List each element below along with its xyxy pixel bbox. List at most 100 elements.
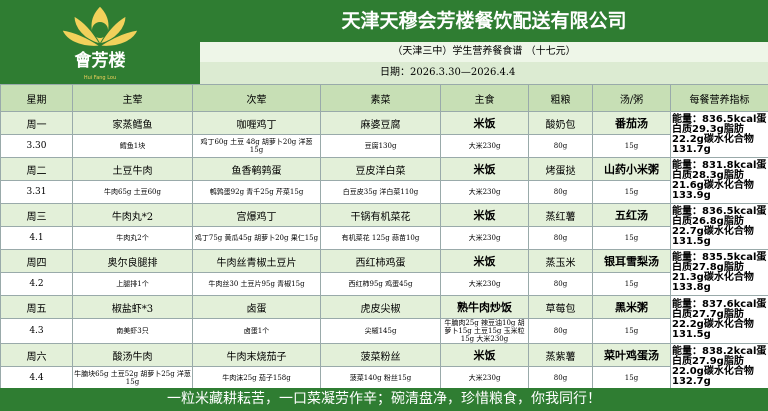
dish: 五红汤: [592, 203, 671, 227]
detail: 80g: [528, 134, 593, 158]
dish-row: 周六 酸汤牛肉 牛肉末烧茄子 菠菜粉丝 米饭 蒸紫薯 菜叶鸡蛋汤 能量：838.2kcal蛋白…: [0, 343, 768, 390]
detail: 80g: [528, 226, 593, 250]
date: 日期：2026.3.30—2026.4.4: [200, 62, 768, 84]
dish: 米饭: [440, 249, 529, 273]
dish: 牛肉丸*2: [72, 203, 193, 227]
detail-row: 3.30 鳕鱼1块 鸡丁60g 土豆 48g 胡萝卜20g 洋葱15g 豆腐130g 大…: [0, 134, 768, 158]
detail: 卤蛋1个: [192, 318, 321, 344]
dish: 卤蛋: [192, 295, 321, 319]
detail: 15g: [592, 318, 671, 344]
detail: 牛腩肉25g 辣豆油10g 胡萝卜15g 土豆15g 玉米粒15g 大米230g: [440, 318, 529, 344]
day: 周三: [0, 203, 73, 227]
dish: 草莓包: [528, 295, 593, 319]
dish-row: 周五 椒盐虾*3 卤蛋 虎皮尖椒 熟牛肉炒饭 草莓包 黑米粥 能量：837.6kcal蛋白质2…: [0, 295, 768, 344]
dish: 米饭: [440, 157, 529, 181]
subtitle: （天津三中）学生营养餐食谱 （十七元）: [200, 42, 768, 62]
dish: 咖喱鸡丁: [192, 111, 321, 135]
dish: 宫爆鸡丁: [192, 203, 321, 227]
detail-row: 4.4 牛腩块65g 土豆52g 胡萝卜25g 洋葱15g 牛肉沫25g 茄子158…: [0, 366, 768, 390]
detail-row: 4.1 牛肉丸2个 鸡丁75g 黄瓜45g 胡萝卜20g 果仁15g 有机菜花 125…: [0, 226, 768, 250]
dish: 山药小米粥: [592, 157, 671, 181]
dish-row: 周三 牛肉丸*2 宫爆鸡丁 干锅有机菜花 米饭 蒸红薯 五红汤 能量：836.5kcal蛋白质…: [0, 203, 768, 250]
dish: 麻婆豆腐: [320, 111, 441, 135]
dish-row: 周二 土豆牛肉 鱼香鹌鹑蛋 豆皮洋白菜 米饭 烤蛋挞 山药小米粥 能量：831.8kcal蛋白…: [0, 157, 768, 204]
dish: 虎皮尖椒: [320, 295, 441, 319]
dish: 牛肉丝青椒土豆片: [192, 249, 321, 273]
header-row: 星期 主荤 次荤 素菜 主食 粗粮 汤/粥 每餐营养指标: [0, 84, 768, 112]
detail: 鹌鹑蛋92g 青千25g 芹菜15g: [192, 180, 321, 204]
dish: 奥尔良腿排: [72, 249, 193, 273]
column-header: 次荤: [192, 84, 321, 112]
dish: 菜叶鸡蛋汤: [592, 343, 671, 367]
detail: 15g: [592, 134, 671, 158]
day: 周五: [0, 295, 73, 319]
dish: 蒸红薯: [528, 203, 593, 227]
detail: 牛肉沫25g 茄子158g: [192, 366, 321, 390]
detail: 大米230g: [440, 272, 529, 296]
dish: 鱼香鹌鹑蛋: [192, 157, 321, 181]
detail: 尖椒145g: [320, 318, 441, 344]
dish: 米饭: [440, 111, 529, 135]
date: 4.1: [0, 226, 73, 250]
detail: 鸡丁60g 土豆 48g 胡萝卜20g 洋葱15g: [192, 134, 321, 158]
column-header: 汤/粥: [592, 84, 671, 112]
date: 4.3: [0, 318, 73, 344]
detail: 80g: [528, 180, 593, 204]
title: 天津天穆会芳楼餐饮配送有限公司: [200, 0, 768, 42]
date: 3.31: [0, 180, 73, 204]
detail: 鳕鱼1块: [72, 134, 193, 158]
dish: 西红柿鸡蛋: [320, 249, 441, 273]
column-header: 主食: [440, 84, 529, 112]
column-header: 星期: [0, 84, 73, 112]
logo-text: 會芳楼: [74, 50, 126, 71]
detail-row: 3.31 牛肉65g 土豆60g 鹌鹑蛋92g 青千25g 芹菜15g 白豆皮35g …: [0, 180, 768, 204]
detail-row: 4.3 南美虾3只 卤蛋1个 尖椒145g 牛腩肉25g 辣豆油10g 胡萝卜15g 土…: [0, 318, 768, 344]
detail: 大米230g: [440, 134, 529, 158]
dish: 米饭: [440, 203, 529, 227]
nutrition: 能量：838.2kcal蛋白质27.9g脂肪22.0g碳水化合物132.7g: [670, 343, 768, 390]
detail: 15g: [592, 180, 671, 204]
dish: 酸汤牛肉: [72, 343, 193, 367]
dish: 米饭: [440, 343, 529, 367]
dish: 蒸紫薯: [528, 343, 593, 367]
column-header: 每餐营养指标: [670, 84, 768, 112]
detail: 南美虾3只: [72, 318, 193, 344]
detail: 15g: [592, 272, 671, 296]
dish: 银耳雪梨汤: [592, 249, 671, 273]
day: 周二: [0, 157, 73, 181]
day: 周一: [0, 111, 73, 135]
detail: 菠菜140g 粉丝15g: [320, 366, 441, 390]
nutrition: 能量：835.5kcal蛋白质27.8g脂肪21.3g碳水化合物133.8g: [670, 249, 768, 296]
column-header: 素菜: [320, 84, 441, 112]
date: 3.30: [0, 134, 73, 158]
detail: 15g: [592, 226, 671, 250]
detail-row: 4.2 上腿排1个 牛肉丝30 土豆片95g 青椒15g 西红柿95g 鸡蛋45g 大米…: [0, 272, 768, 296]
day: 周六: [0, 343, 73, 367]
detail: 80g: [528, 366, 593, 390]
menu-table: 星期 主荤 次荤 素菜 主食 粗粮 汤/粥 每餐营养指标 周一 家蒸鳕鱼 咖喱鸡丁 麻婆豆腐 米饭 酸奶…: [0, 84, 768, 390]
detail: 80g: [528, 318, 593, 344]
dish: 蒸玉米: [528, 249, 593, 273]
dish: 土豆牛肉: [72, 157, 193, 181]
column-header: 主荤: [72, 84, 193, 112]
logo: 會芳楼 Hui Fang Lou: [0, 0, 200, 84]
nutrition: 能量：836.5kcal蛋白质26.8g脂肪22.7g碳水化合物131.5g: [670, 203, 768, 250]
detail: 白豆皮35g 洋白菜110g: [320, 180, 441, 204]
dish: 家蒸鳕鱼: [72, 111, 193, 135]
dish: 熟牛肉炒饭: [440, 295, 529, 319]
detail: 牛腩块65g 土豆52g 胡萝卜25g 洋葱15g: [72, 366, 193, 390]
dish: 干锅有机菜花: [320, 203, 441, 227]
dish: 菠菜粉丝: [320, 343, 441, 367]
date: 4.4: [0, 366, 73, 390]
detail: 80g: [528, 272, 593, 296]
dish: 酸奶包: [528, 111, 593, 135]
detail: 牛肉丝30 土豆片95g 青椒15g: [192, 272, 321, 296]
detail: 西红柿95g 鸡蛋45g: [320, 272, 441, 296]
detail: 大米230g: [440, 366, 529, 390]
date: 4.2: [0, 272, 73, 296]
detail: 上腿排1个: [72, 272, 193, 296]
dish: 番茄汤: [592, 111, 671, 135]
detail: 豆腐130g: [320, 134, 441, 158]
dish: 豆皮洋白菜: [320, 157, 441, 181]
